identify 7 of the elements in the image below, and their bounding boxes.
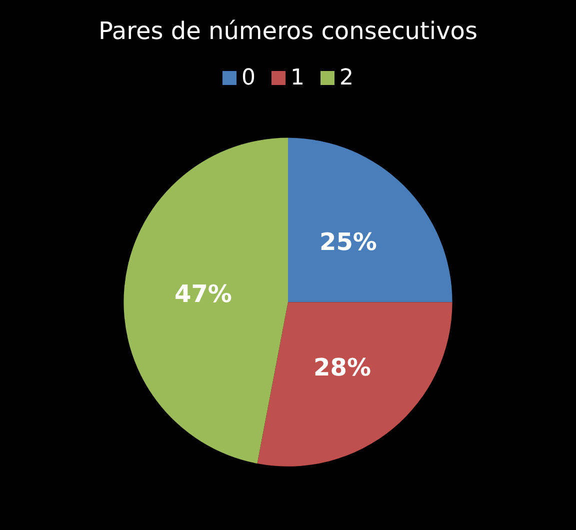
data-label: 47% (174, 280, 232, 308)
legend-label: 1 (290, 66, 304, 90)
legend-label: 0 (242, 66, 256, 90)
chart-title: Pares de números consecutivos (98, 17, 478, 45)
legend-label: 2 (340, 66, 354, 90)
data-label: 28% (314, 354, 372, 382)
data-label: 25% (319, 228, 377, 256)
